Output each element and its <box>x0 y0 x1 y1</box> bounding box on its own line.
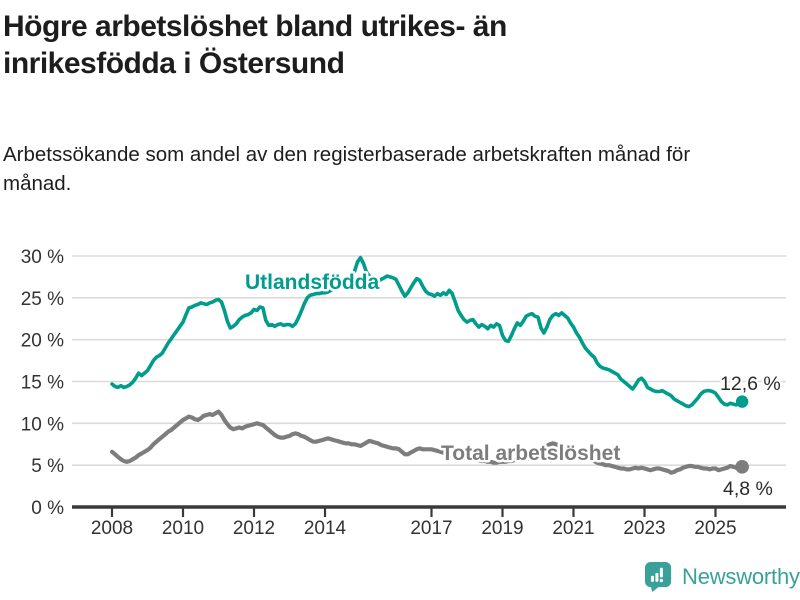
x-axis-ticks <box>110 508 717 517</box>
y-axis-label-15: 15 % <box>21 373 64 394</box>
x-axis-label-2017: 2017 <box>410 518 452 539</box>
x-axis-label-2021: 2021 <box>552 518 594 539</box>
x-axis-label-2012: 2012 <box>233 518 275 539</box>
chart-title-line2: inrikesfödda i Östersund <box>3 47 345 80</box>
newsworthy-wordmark: Newsworthy <box>682 563 800 589</box>
chart-subtitle: Arbetssökande som andel av den registerb… <box>3 143 691 195</box>
y-axis-label-5: 5 % <box>31 456 64 477</box>
x-axis-label-2010: 2010 <box>162 518 204 539</box>
y-axis-label-10: 10 % <box>21 414 64 435</box>
line-utlandsfodda <box>110 255 744 409</box>
end-value-label-utlandsfodda: 12,6 % <box>720 373 781 395</box>
chart-title: Högre arbetslöshet bland utrikes- än inr… <box>3 8 507 82</box>
newsworthy-logo: Newsworthy <box>644 561 800 592</box>
end-point-dots <box>735 395 749 474</box>
axis-labels: 0 % 5 % 10 % 15 % 20 % 25 % 30 % 2008 2010 2012 20… <box>21 247 737 539</box>
x-axis-label-2019: 2019 <box>481 518 523 539</box>
y-axis-label-0: 0 % <box>31 498 64 519</box>
x-axis-label-2025: 2025 <box>694 518 736 539</box>
chart-title-line1: Högre arbetslöshet bland utrikes- än <box>3 10 507 43</box>
x-axis-label-2008: 2008 <box>91 518 133 539</box>
end-dot-total-arbetsloshet <box>735 460 749 474</box>
line-total-arbetsloshet <box>109 409 745 475</box>
gridlines <box>72 255 786 466</box>
series-label-utlandsfodda: Utlandsfödda <box>245 271 379 294</box>
y-axis-label-30: 30 % <box>21 247 64 268</box>
data-lines <box>109 255 745 475</box>
end-value-label-total: 4,8 % <box>723 478 773 500</box>
y-axis-label-20: 20 % <box>21 331 64 352</box>
end-dot-utlandsfodda <box>735 395 749 408</box>
annotations: Utlandsfödda Total arbetslöshet 12,6 % 4… <box>243 269 783 503</box>
x-axis-label-2014: 2014 <box>304 518 347 539</box>
newsworthy-icon <box>644 561 672 592</box>
x-axis-label-2023: 2023 <box>623 518 665 539</box>
series-label-total-arbetsloshet: Total arbetslöshet <box>441 442 620 465</box>
y-axis-label-25: 25 % <box>21 289 64 310</box>
